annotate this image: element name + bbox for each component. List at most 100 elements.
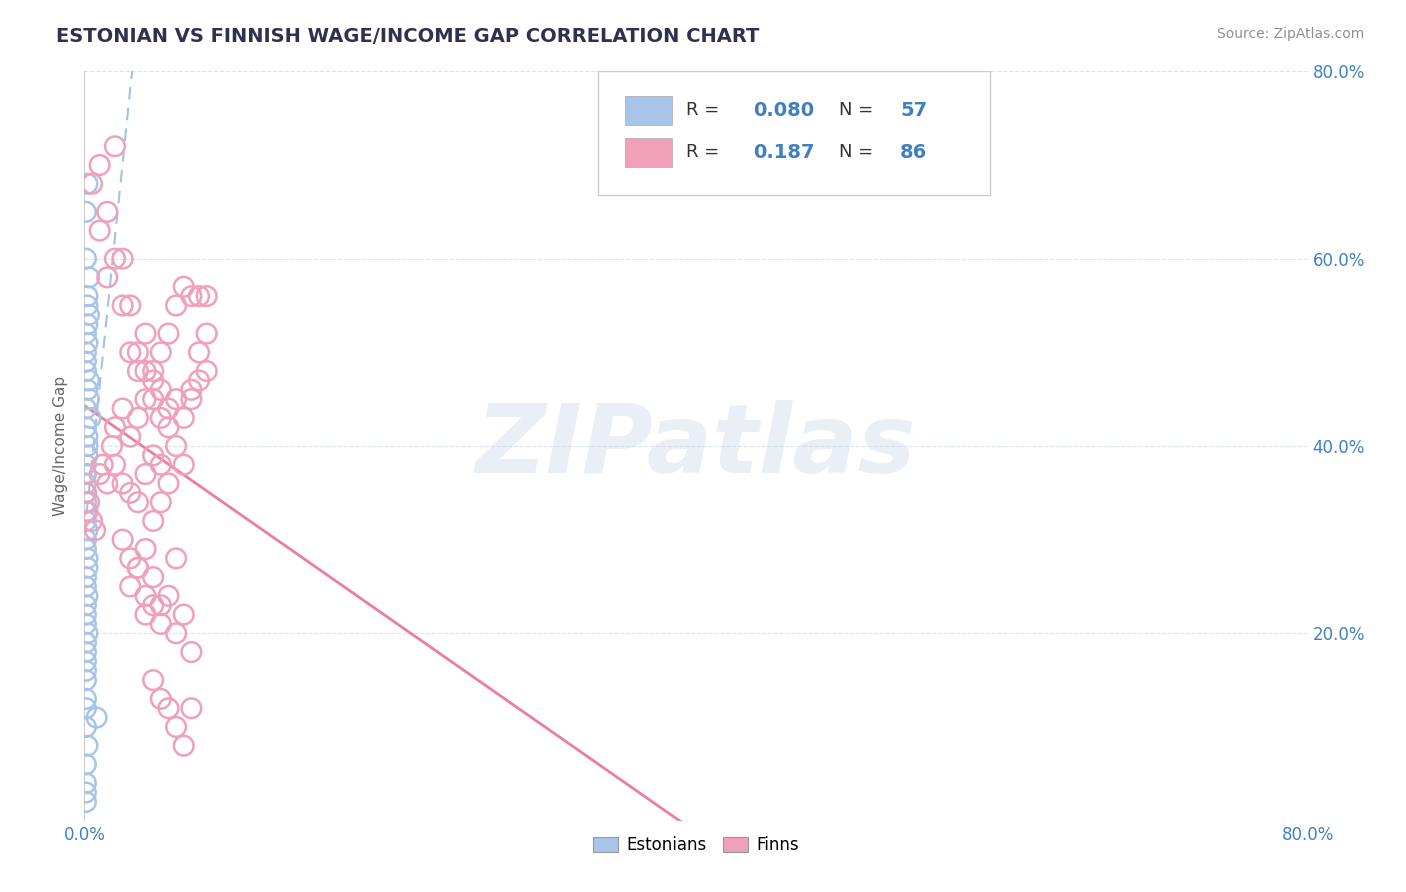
Point [127, 495, 149, 509]
Point [76, 449, 98, 463]
Point [76, 561, 98, 575]
Point [149, 495, 172, 509]
Point [149, 383, 172, 397]
Point [180, 701, 202, 715]
Point [111, 476, 134, 491]
Point [173, 739, 195, 753]
Point [76, 289, 98, 303]
Text: R =: R = [686, 144, 720, 161]
Point [111, 252, 134, 266]
Point [157, 476, 180, 491]
Point [142, 570, 165, 584]
Point [188, 374, 211, 388]
Point [165, 439, 187, 453]
Point [76, 298, 98, 313]
Point [75, 467, 97, 482]
Point [75, 476, 97, 491]
Point [104, 252, 127, 266]
Point [75, 486, 97, 500]
Point [142, 449, 165, 463]
Text: 0.187: 0.187 [754, 143, 815, 161]
Point [77, 308, 100, 322]
Point [75, 599, 97, 613]
Point [76, 524, 98, 538]
Point [77, 374, 100, 388]
Text: 86: 86 [900, 143, 928, 161]
Y-axis label: Wage/Income Gap: Wage/Income Gap [53, 376, 69, 516]
Point [75, 252, 97, 266]
Point [77, 392, 100, 407]
Point [75, 467, 97, 482]
Point [75, 757, 97, 772]
Point [76, 383, 98, 397]
Point [142, 673, 165, 688]
Point [89, 223, 111, 237]
Point [142, 374, 165, 388]
Point [80, 177, 103, 191]
Point [142, 599, 165, 613]
Point [142, 392, 165, 407]
Point [149, 411, 172, 425]
Point [75, 786, 97, 800]
Point [75, 776, 97, 790]
Point [89, 467, 111, 482]
Point [75, 795, 97, 809]
Point [127, 364, 149, 378]
Point [135, 467, 157, 482]
Point [120, 345, 142, 359]
Point [75, 364, 97, 378]
Point [195, 289, 218, 303]
Point [120, 486, 142, 500]
FancyBboxPatch shape [598, 71, 990, 195]
Text: 0.080: 0.080 [754, 101, 814, 120]
Point [157, 589, 180, 603]
Point [127, 561, 149, 575]
Point [142, 514, 165, 528]
Point [104, 139, 127, 153]
Point [76, 505, 98, 519]
Point [188, 289, 211, 303]
Point [135, 542, 157, 557]
Point [76, 439, 98, 453]
Point [135, 589, 157, 603]
Text: Source: ZipAtlas.com: Source: ZipAtlas.com [1216, 27, 1364, 41]
Legend: Estonians, Finns: Estonians, Finns [586, 830, 806, 861]
Point [75, 635, 97, 649]
Point [111, 533, 134, 547]
Point [91, 458, 114, 472]
Point [127, 561, 149, 575]
Point [135, 392, 157, 407]
Point [135, 364, 157, 378]
Point [75, 486, 97, 500]
Text: ESTONIAN VS FINNISH WAGE/INCOME GAP CORRELATION CHART: ESTONIAN VS FINNISH WAGE/INCOME GAP CORR… [56, 27, 759, 45]
Point [76, 177, 98, 191]
Point [120, 551, 142, 566]
Point [76, 626, 98, 640]
Point [149, 599, 172, 613]
Point [75, 701, 97, 715]
Point [111, 298, 134, 313]
Point [75, 645, 97, 659]
Point [75, 720, 97, 734]
Point [80, 514, 103, 528]
FancyBboxPatch shape [626, 138, 672, 167]
Point [120, 298, 142, 313]
Point [89, 158, 111, 172]
Point [149, 458, 172, 472]
Point [149, 692, 172, 706]
Point [75, 533, 97, 547]
Point [173, 411, 195, 425]
Point [76, 551, 98, 566]
Point [157, 401, 180, 416]
Point [120, 430, 142, 444]
Point [75, 420, 97, 434]
Point [104, 458, 127, 472]
Point [142, 364, 165, 378]
Point [149, 617, 172, 632]
Point [165, 720, 187, 734]
Point [101, 439, 124, 453]
Point [75, 542, 97, 557]
Point [149, 345, 172, 359]
Point [96, 476, 118, 491]
Point [195, 326, 218, 341]
